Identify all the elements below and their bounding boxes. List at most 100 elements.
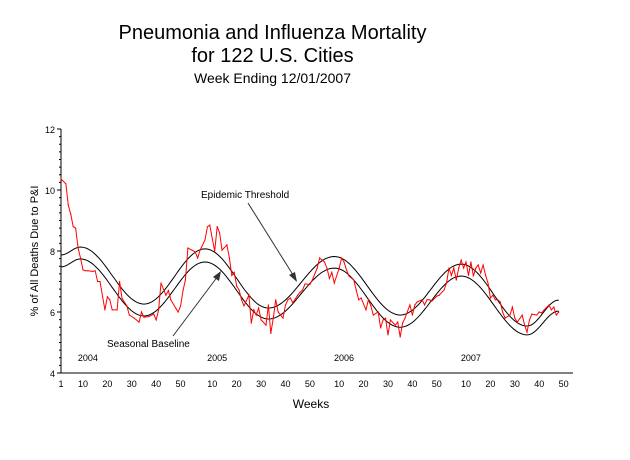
observed-data-point	[126, 305, 128, 307]
observed-data-point	[167, 290, 169, 292]
observed-data-point	[550, 309, 553, 311]
observed-data-point	[287, 299, 289, 301]
observed-data-point	[316, 267, 318, 269]
observed-data-point	[236, 285, 238, 287]
observed-data-point	[477, 264, 479, 266]
observed-data-point	[438, 294, 440, 296]
observed-data-point	[258, 307, 260, 309]
observed-data-point	[321, 259, 323, 261]
observed-data-point	[118, 280, 121, 283]
observed-data-point	[77, 247, 79, 249]
observed-data-point	[238, 289, 240, 291]
year-label: 2005	[207, 353, 227, 363]
observed-data-point	[233, 271, 235, 273]
observed-data-point	[140, 311, 143, 313]
observed-data-point	[323, 261, 326, 263]
x-tick-label: 10	[78, 379, 88, 389]
x-axis-label: Weeks	[293, 397, 329, 411]
observed-data-point	[179, 305, 182, 307]
observed-data-point	[219, 232, 221, 234]
observed-data-point	[514, 317, 516, 319]
observed-data-point	[377, 311, 379, 313]
observed-data-point	[355, 289, 357, 291]
observed-data-point	[216, 226, 218, 228]
observed-data-point	[184, 279, 187, 281]
x-tick-label: 50	[432, 379, 442, 389]
observed-data-point	[360, 297, 362, 299]
observed-data-point	[555, 314, 557, 316]
observed-data-point	[250, 322, 252, 324]
observed-data-point	[399, 336, 401, 338]
observed-data-point	[289, 297, 291, 299]
observed-data-point	[226, 244, 228, 246]
observed-data-point	[397, 321, 399, 323]
observed-data-point	[248, 294, 250, 296]
observed-data-point	[382, 319, 384, 321]
observed-data-point	[60, 178, 62, 180]
observed-data-point	[389, 319, 391, 321]
observed-data-point	[109, 299, 111, 301]
observed-data-point	[467, 274, 470, 276]
observed-data-point	[72, 226, 74, 228]
observed-data-point	[409, 304, 411, 306]
y-tick-label: 8	[50, 247, 55, 257]
x-tick-label: 10	[334, 379, 344, 389]
x-tick-label: 40	[280, 379, 290, 389]
observed-data-point	[267, 304, 269, 306]
observed-data-point	[170, 299, 172, 301]
chart-subtitle: Week Ending 12/01/2007	[194, 70, 351, 86]
x-tick-label: 50	[176, 379, 186, 389]
observed-data-point	[309, 283, 311, 286]
observed-data-point	[84, 270, 86, 272]
observed-data-point	[553, 306, 555, 308]
x-tick-label: 40	[407, 379, 417, 389]
observed-data-point	[204, 239, 206, 241]
observed-data-point	[104, 309, 106, 311]
y-tick-label: 12	[45, 125, 55, 135]
observed-data-point	[411, 314, 413, 316]
observed-data-point	[187, 247, 189, 249]
observed-data-point	[253, 309, 255, 311]
observed-data-point	[343, 261, 345, 263]
observed-data-point	[282, 317, 284, 319]
observed-data-point	[528, 319, 531, 321]
observed-data-point	[275, 299, 277, 301]
observed-data-point	[421, 299, 423, 301]
observed-data-point	[87, 270, 89, 272]
observed-data-point	[79, 257, 82, 259]
x-tick-label: 20	[102, 379, 112, 389]
observed-data-point	[128, 314, 130, 316]
observed-data-point	[65, 183, 67, 185]
year-label: 2004	[78, 353, 98, 363]
epidemic-threshold-label: Epidemic Threshold	[201, 190, 289, 201]
observed-data-point	[524, 324, 526, 326]
observed-data-point	[455, 279, 457, 281]
observed-data-point	[504, 317, 506, 319]
observed-data-point	[331, 271, 333, 273]
observed-data-point	[138, 321, 140, 323]
observed-data-point	[414, 304, 416, 306]
seasonal-baseline-arrowhead	[213, 271, 221, 281]
observed-data-point	[365, 309, 367, 311]
observed-data-point	[489, 297, 492, 299]
observed-data-point	[338, 267, 340, 269]
observed-data-point	[228, 257, 230, 259]
observed-data-point	[402, 322, 404, 324]
observed-data-point	[472, 275, 474, 277]
observed-data-point	[497, 299, 499, 301]
observed-data-point	[121, 297, 123, 299]
observed-data-point	[197, 257, 199, 259]
observed-data-point	[521, 314, 523, 316]
chart-title: Pneumonia and Influenza Mortality	[118, 22, 427, 44]
epidemic-threshold-line	[60, 246, 559, 327]
observed-data-point	[75, 227, 77, 229]
observed-data-point	[199, 249, 201, 251]
year-label: 2007	[461, 353, 481, 363]
seasonal-baseline-label: Seasonal Baseline	[107, 339, 190, 350]
observed-data-point	[370, 305, 372, 307]
observed-data-point	[348, 275, 350, 277]
chart-title-line2: for 122 U.S. Cities	[191, 45, 354, 67]
y-tick-label: 10	[45, 186, 55, 196]
observed-data-point	[158, 309, 160, 311]
seasonal-baseline-arrow	[172, 275, 219, 337]
